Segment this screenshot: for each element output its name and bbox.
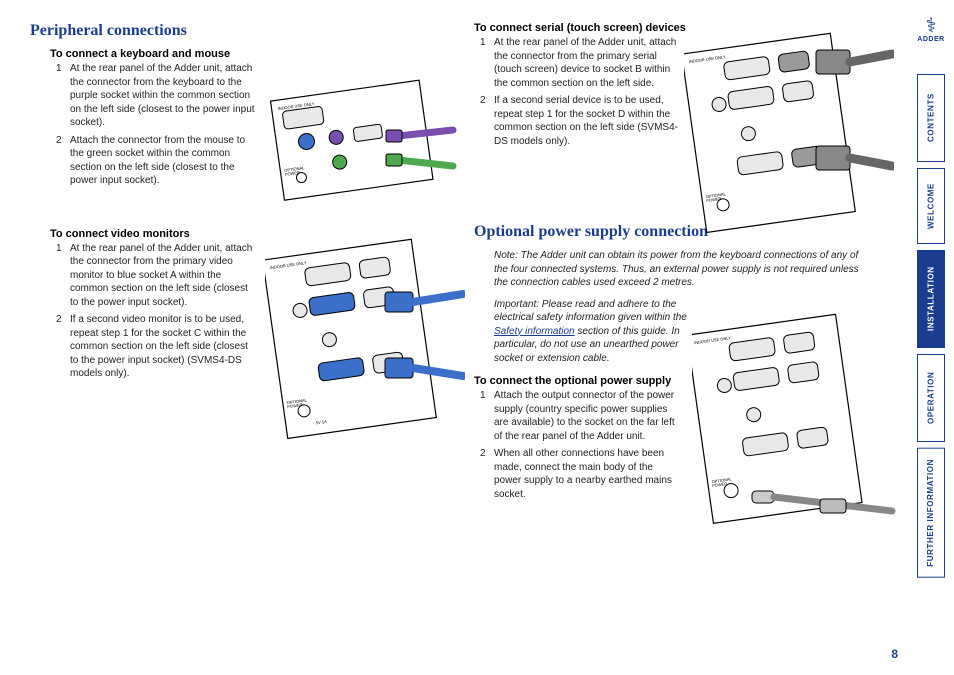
power-note: Note: The Adder unit can obtain its powe… (494, 249, 874, 290)
section-power: To connect the optional power supply 1At… (474, 375, 890, 501)
safety-info-link[interactable]: Safety information (494, 326, 575, 337)
section-serial: To connect serial (touch screen) devices… (474, 22, 890, 148)
tab-further-info[interactable]: FURTHER INFORMATION (917, 448, 945, 578)
step-km-1: 1At the rear panel of the Adder unit, at… (60, 62, 255, 130)
step-km-2: 2Attach the connector from the mouse to … (60, 134, 255, 188)
sidebar: ⚕ ADDER CONTENTS WELCOME INSTALLATION OP… (908, 0, 954, 675)
step-power-2: 2When all other connections have been ma… (484, 447, 679, 501)
section-keyboard-mouse: To connect a keyboard and mouse 1At the … (30, 48, 446, 188)
power-important: Important: Please read and adhere to the… (494, 298, 709, 366)
illustration-power: INDOOR USE ONLY OPTIONAL POWER (692, 313, 897, 533)
adder-snake-icon: ⚕ (913, 16, 949, 36)
right-column: To connect serial (touch screen) devices… (474, 22, 890, 665)
tab-installation[interactable]: INSTALLATION (917, 250, 945, 348)
steps-km: 1At the rear panel of the Adder unit, at… (60, 62, 255, 188)
illustration-km: INDOOR USE ONLY OPTIONAL POWER (268, 78, 458, 208)
steps-serial: 1At the rear panel of the Adder unit, at… (484, 36, 679, 148)
tab-contents[interactable]: CONTENTS (917, 74, 945, 162)
step-serial-1: 1At the rear panel of the Adder unit, at… (484, 36, 679, 90)
illustration-video: INDOOR USE ONLY OPTIONAL POWER 5V 1A (265, 236, 465, 446)
step-video-1: 1At the rear panel of the Adder unit, at… (60, 242, 255, 310)
left-column: Peripheral connections To connect a keyb… (30, 22, 446, 665)
page-number: 8 (891, 647, 898, 661)
brand-logo: ⚕ ADDER (913, 16, 949, 54)
step-power-1: 1Attach the output connector of the powe… (484, 389, 679, 443)
section-video-monitors: To connect video monitors 1At the rear p… (30, 228, 446, 381)
heading-peripheral: Peripheral connections (30, 22, 446, 40)
illustration-serial: INDOOR USE ONLY OPTIONAL POWER (684, 30, 894, 240)
subheading-km: To connect a keyboard and mouse (50, 48, 446, 60)
step-video-2: 2If a second video monitor is to be used… (60, 313, 255, 381)
tab-operation[interactable]: OPERATION (917, 354, 945, 442)
steps-video: 1At the rear panel of the Adder unit, at… (60, 242, 255, 381)
steps-power: 1Attach the output connector of the powe… (484, 389, 679, 501)
step-serial-2: 2If a second serial device is to be used… (484, 94, 679, 148)
tab-welcome[interactable]: WELCOME (917, 168, 945, 244)
